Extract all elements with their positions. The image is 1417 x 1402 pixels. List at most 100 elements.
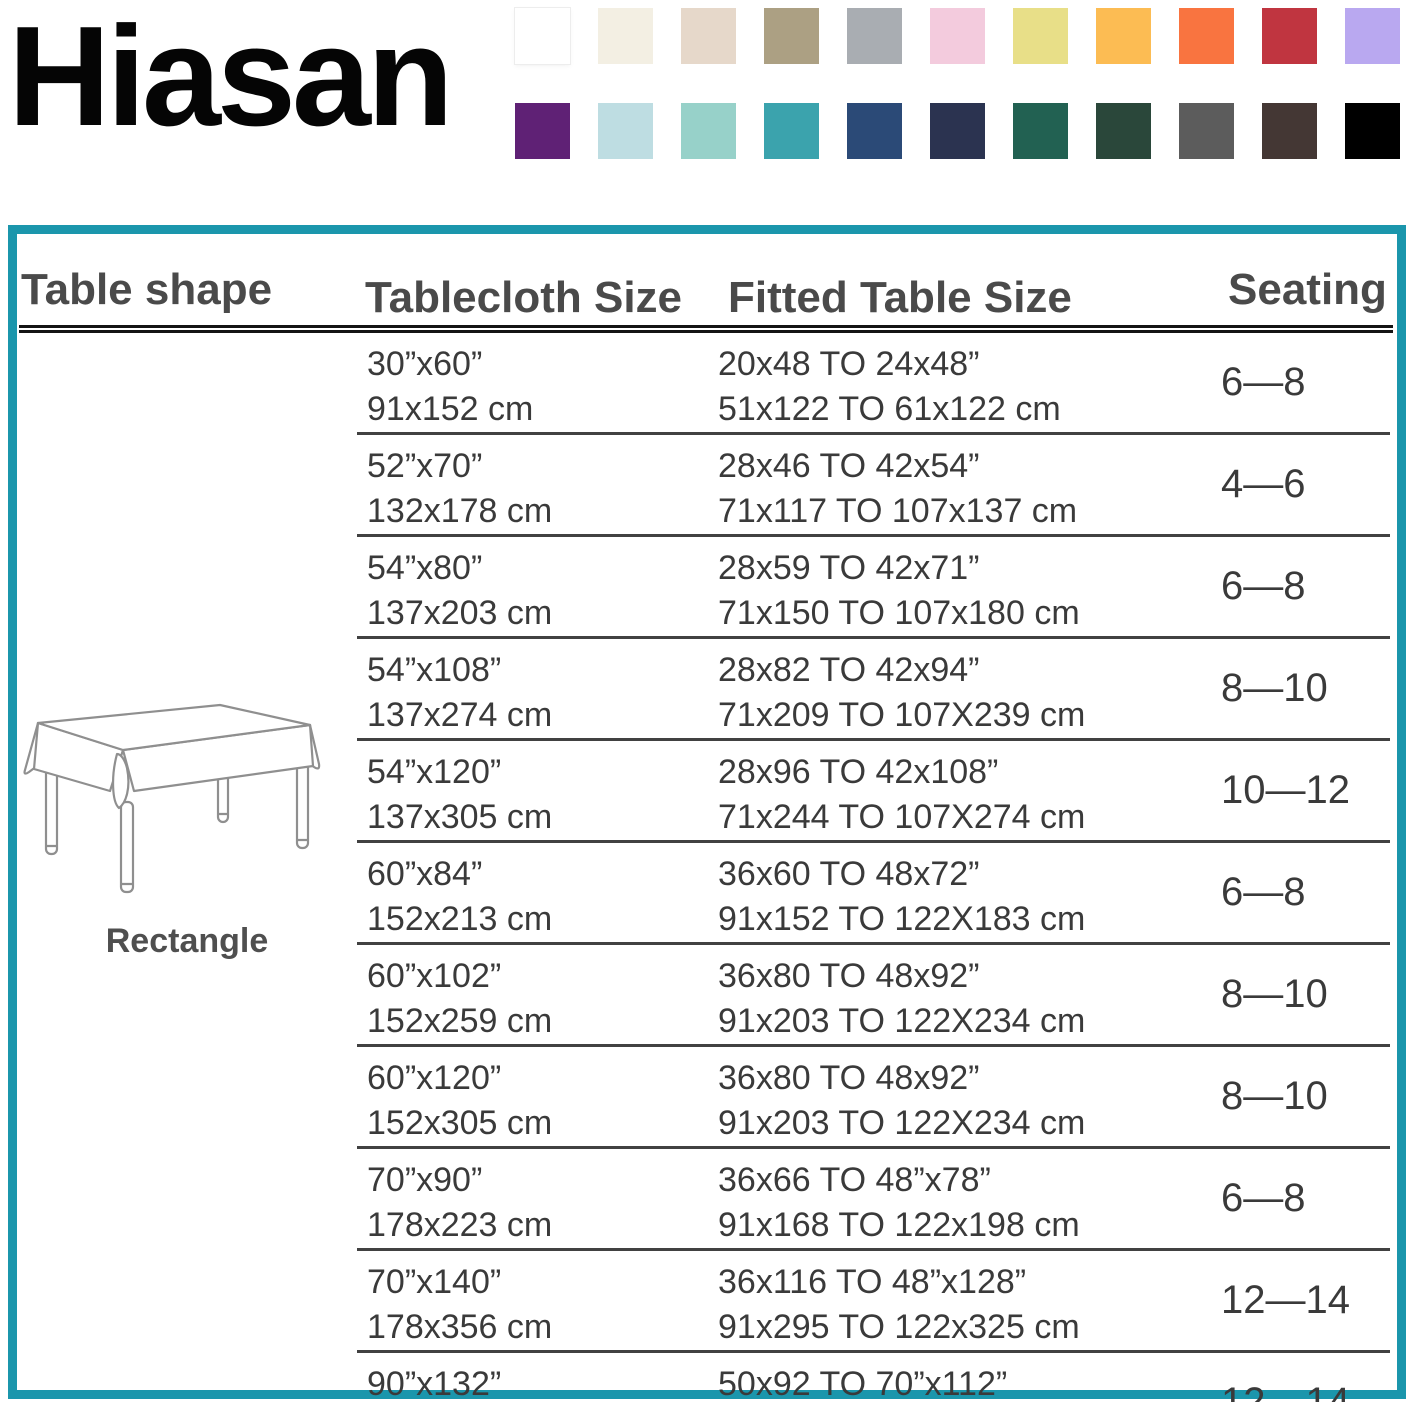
tablecloth-size-cell: 54”x80” 137x203 cm (357, 537, 718, 636)
seating-cell: 6—8 (1221, 843, 1390, 942)
color-swatch-grid (515, 8, 1410, 159)
color-swatch-green (1013, 103, 1068, 159)
fitted-size-cm: 91x203 TO 122X234 cm (718, 1002, 1086, 1040)
fitted-size-inches: 28x96 TO 42x108” (718, 753, 999, 791)
header-divider (19, 325, 1393, 333)
tablecloth-size-cell: 60”x120” 152x305 cm (357, 1047, 718, 1146)
fitted-size-inches: 28x46 TO 42x54” (718, 447, 980, 485)
seating-cell: 8—10 (1221, 945, 1390, 1044)
color-swatch-dark-green (1096, 103, 1151, 159)
fitted-size-inches: 36x80 TO 48x92” (718, 957, 980, 995)
color-swatch-gold (1096, 8, 1151, 64)
fitted-size-inches: 28x59 TO 42x71” (718, 549, 980, 587)
fitted-size-cell: 28x59 TO 42x71” 71x150 TO 107x180 cm (718, 537, 1221, 636)
seating-value: 8—10 (1221, 666, 1328, 710)
seating-value: 8—10 (1221, 972, 1328, 1016)
color-swatch-lavender (1345, 8, 1400, 64)
tablecloth-size-inches: 54”x120” (367, 753, 502, 791)
seating-value: 6—8 (1221, 870, 1306, 914)
fitted-size-inches: 36x66 TO 48”x78” (718, 1161, 991, 1199)
fitted-size-cm: 91x152 TO 122X183 cm (718, 900, 1086, 938)
fitted-size-cell: 28x82 TO 42x94” 71x209 TO 107X239 cm (718, 639, 1221, 738)
fitted-size-cm: 91x295 TO 122x325 cm (718, 1308, 1080, 1346)
size-chart-panel: Table shape Tablecloth Size Fitted Table… (8, 225, 1406, 1402)
size-row: 54”x120” 137x305 cm 28x96 TO 42x108” 71x… (357, 741, 1390, 843)
size-rows: 30”x60” 91x152 cm 20x48 TO 24x48” 51x122… (357, 333, 1390, 1402)
seating-cell: 4—6 (1221, 435, 1390, 534)
fitted-size-cell: 36x80 TO 48x92” 91x203 TO 122X234 cm (718, 945, 1221, 1044)
tablecloth-size-cell: 70”x90” 178x223 cm (357, 1149, 718, 1248)
column-header-table-shape: Table shape (21, 265, 273, 314)
size-row: 30”x60” 91x152 cm 20x48 TO 24x48” 51x122… (357, 333, 1390, 435)
tablecloth-size-cm: 137x305 cm (367, 798, 553, 836)
fitted-size-inches: 36x80 TO 48x92” (718, 1059, 980, 1097)
size-row: 70”x90” 178x223 cm 36x66 TO 48”x78” 91x1… (357, 1149, 1390, 1251)
fitted-size-cm: 91x203 TO 122X234 cm (718, 1104, 1086, 1142)
seating-cell: 10—12 (1221, 741, 1390, 840)
tablecloth-size-cell: 52”x70” 132x178 cm (357, 435, 718, 534)
color-swatch-ivory (598, 8, 653, 64)
fitted-size-cell: 28x96 TO 42x108” 71x244 TO 107X274 cm (718, 741, 1221, 840)
color-swatch-aqua (681, 103, 736, 159)
color-swatch-orange (1179, 8, 1234, 64)
tablecloth-size-cell: 54”x108” 137x274 cm (357, 639, 718, 738)
size-row: 60”x120” 152x305 cm 36x80 TO 48x92” 91x2… (357, 1047, 1390, 1149)
seating-value: 8—10 (1221, 1074, 1328, 1118)
swatch-row-1 (515, 8, 1410, 64)
column-header-fitted-table-size: Fitted Table Size (728, 273, 1072, 322)
seating-cell: 6—8 (1221, 333, 1390, 432)
size-row: 54”x108” 137x274 cm 28x82 TO 42x94” 71x2… (357, 639, 1390, 741)
fitted-size-cell: 20x48 TO 24x48” 51x122 TO 61x122 cm (718, 333, 1221, 432)
color-swatch-light-blue (598, 103, 653, 159)
seating-cell: 8—10 (1221, 1047, 1390, 1146)
tablecloth-size-cm: 137x274 cm (367, 696, 553, 734)
fitted-size-cm: 71x244 TO 107X274 cm (718, 798, 1086, 836)
size-row: 52”x70” 132x178 cm 28x46 TO 42x54” 71x11… (357, 435, 1390, 537)
rectangle-table-icon (23, 703, 321, 894)
fitted-size-cm: 71x150 TO 107x180 cm (718, 594, 1080, 632)
tablecloth-size-cm: 152x213 cm (367, 900, 553, 938)
fitted-size-inches: 20x48 TO 24x48” (718, 345, 980, 383)
fitted-size-cm: 91x168 TO 122x198 cm (718, 1206, 1080, 1244)
tablecloth-size-cm: 178x356 cm (367, 1308, 553, 1346)
tablecloth-size-cm: 132x178 cm (367, 492, 553, 530)
fitted-size-inches: 36x116 TO 48”x128” (718, 1263, 1027, 1301)
size-row: 60”x102” 152x259 cm 36x80 TO 48x92” 91x2… (357, 945, 1390, 1047)
color-swatch-yellow (1013, 8, 1068, 64)
tablecloth-size-inches: 70”x90” (367, 1161, 483, 1199)
brand-logo: Hiasan (8, 0, 454, 156)
color-swatch-purple (515, 103, 570, 159)
tablecloth-size-cell: 60”x84” 152x213 cm (357, 843, 718, 942)
color-swatch-steel-blue (847, 103, 902, 159)
color-swatch-dark-grey (1179, 103, 1234, 159)
tablecloth-size-inches: 60”x120” (367, 1059, 502, 1097)
tablecloth-size-cm: 178x223 cm (367, 1206, 553, 1244)
color-swatch-beige (681, 8, 736, 64)
size-row: 60”x84” 152x213 cm 36x60 TO 48x72” 91x15… (357, 843, 1390, 945)
color-swatch-red (1262, 8, 1317, 64)
fitted-size-inches: 50x92 TO 70”x112” (718, 1365, 1008, 1402)
size-row: 54”x80” 137x203 cm 28x59 TO 42x71” 71x15… (357, 537, 1390, 639)
fitted-size-cell: 36x66 TO 48”x78” 91x168 TO 122x198 cm (718, 1149, 1221, 1248)
color-swatch-black (1345, 103, 1400, 159)
fitted-size-cm: 71x209 TO 107X239 cm (718, 696, 1086, 734)
size-row: 70”x140” 178x356 cm 36x116 TO 48”x128” 9… (357, 1251, 1390, 1353)
seating-value: 6—8 (1221, 564, 1306, 608)
color-swatch-pink (930, 8, 985, 64)
seating-value: 6—8 (1221, 1176, 1306, 1220)
fitted-size-cell: 50x92 TO 70”x112” 91x244 TO 122x274 cm (718, 1353, 1221, 1402)
seating-value: 6—8 (1221, 360, 1306, 404)
tablecloth-size-cell: 60”x102” 152x259 cm (357, 945, 718, 1044)
tablecloth-size-inches: 54”x80” (367, 549, 483, 587)
color-swatch-white (515, 8, 570, 64)
seating-value: 10—12 (1221, 768, 1350, 812)
shape-label: Rectangle (105, 922, 269, 960)
seating-value: 12—14 (1221, 1380, 1350, 1402)
fitted-size-cell: 28x46 TO 42x54” 71x117 TO 107x137 cm (718, 435, 1221, 534)
fitted-size-cm: 51x122 TO 61x122 cm (718, 390, 1061, 428)
seating-cell: 6—8 (1221, 1149, 1390, 1248)
fitted-size-inches: 36x60 TO 48x72” (718, 855, 980, 893)
seating-cell: 8—10 (1221, 639, 1390, 738)
color-swatch-teal (764, 103, 819, 159)
